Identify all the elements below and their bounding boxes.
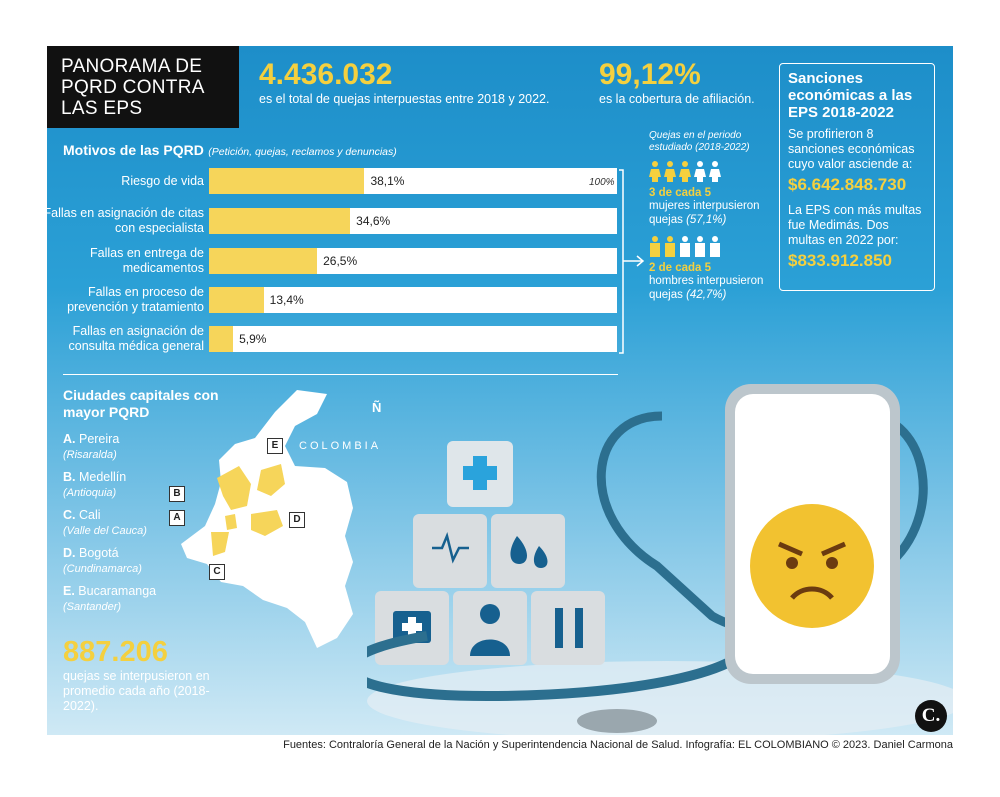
sanctions-value-2: $833.912.850: [788, 251, 892, 270]
bar-row: Fallas en entrega de medicamentos 26,5%: [47, 246, 622, 275]
bar-chart: Riesgo de vida 38,1% Fallas en asignación …: [47, 168, 637, 363]
city-dept: (Risaralda): [63, 449, 117, 461]
map-tag-d: D: [289, 512, 305, 528]
region-cundinamarca: [251, 510, 283, 536]
bar-track: 13,4%: [209, 287, 617, 313]
infographic-panel: PANORAMA DE PQRD CONTRA LAS EPS 4.436.03…: [47, 46, 953, 735]
men-icons: [650, 236, 720, 257]
women-text: mujeres interpusieron quejas: [649, 200, 760, 226]
medical-illustration: [367, 384, 953, 735]
bar-track: 34,6%: [209, 208, 617, 234]
publisher-logo: C.: [915, 700, 947, 732]
bar: [209, 248, 318, 274]
bar-row: Fallas en asignación de consulta médica …: [47, 324, 622, 353]
region-antioquia: [217, 466, 251, 510]
total-value: 4.436.032: [259, 58, 393, 91]
chart-heading: Motivos de las PQRD: [63, 142, 204, 158]
coverage-stat: 99,12% es la cobertura de afiliación.: [599, 58, 779, 106]
bar-value-label: 5,9%: [239, 332, 267, 346]
bar: [209, 287, 264, 313]
city-item: C. Cali (Valle del Cauca): [63, 508, 213, 539]
city-name: Medellín: [78, 470, 127, 484]
city-item: A. Pereira (Risaralda): [63, 432, 213, 463]
cities-heading: Ciudades capitales con mayor PQRD: [63, 387, 219, 420]
city-dept: (Santander): [63, 601, 122, 613]
city-letter: B.: [63, 470, 76, 484]
sanctions-text-1: Se profirieron 8 sanciones económicas cu…: [788, 127, 915, 171]
map-tag-b: B: [169, 486, 185, 502]
colombia-map: [181, 390, 353, 648]
city-name: Bucaramanga: [78, 584, 157, 598]
map-tag-c: C: [209, 564, 225, 580]
men-ratio: 2 de cada 5: [649, 262, 712, 274]
bar-value-label: 38,1%: [370, 174, 405, 188]
bar-label: Fallas en asignación de citas con especi…: [47, 206, 204, 235]
bar-value-label: 26,5%: [323, 254, 358, 268]
bar-track: 38,1%: [209, 168, 617, 194]
bar-label: Riesgo de vida: [121, 174, 204, 188]
women-ratio: 3 de cada 5: [649, 187, 712, 199]
women-pct: (57,1%): [686, 214, 727, 226]
sanctions-value-1: $6.642.848.730: [788, 175, 907, 194]
city-dept: (Antioquia): [63, 487, 117, 499]
bar-row: Fallas en asignación de citas con especi…: [47, 206, 622, 235]
bar: [209, 208, 351, 234]
city-letter: A.: [63, 432, 76, 446]
north-marker: Ñ: [372, 400, 382, 415]
city-name: Cali: [78, 508, 101, 522]
bar-label: Fallas en entrega de medicamentos: [90, 246, 204, 275]
gender-section: Quejas en el periodo estudiado (2018-202…: [649, 130, 774, 302]
coverage-text: es la cobertura de afiliación.: [599, 92, 755, 106]
men-text: hombres interpusieron quejas: [649, 275, 764, 301]
map-tag-e: E: [267, 438, 283, 454]
bar: [209, 168, 365, 194]
title-text: PANORAMA DE PQRD CONTRA LAS EPS: [61, 56, 204, 119]
footer-credits: Fuentes: Contraloría General de la Nació…: [283, 739, 953, 751]
bar-track: 26,5%: [209, 248, 617, 274]
sanctions-heading: Sanciones económicas a las EPS 2018-2022: [788, 70, 913, 121]
map-label: COLOMBIA: [299, 440, 382, 452]
bar-value-label: 13,4%: [269, 293, 304, 307]
bar-row: Riesgo de vida 38,1%: [47, 168, 622, 194]
average-text: quejas se interpusieron en promedio cada…: [63, 669, 210, 713]
gender-heading: Quejas en el periodo estudiado (2018-202…: [649, 130, 750, 153]
city-name: Bogotá: [78, 546, 119, 560]
region-risaralda: [225, 514, 237, 530]
bar-track: 5,9%: [209, 326, 617, 352]
city-letter: C.: [63, 508, 76, 522]
bar: [209, 326, 234, 352]
city-item: B. Medellín (Antioquia): [63, 470, 213, 501]
bar-label: Fallas en asignación de consulta médica …: [68, 324, 205, 353]
bar-label: Fallas en proceso de prevención y tratam…: [67, 285, 204, 314]
city-name: Pereira: [78, 432, 120, 446]
sanctions-text-2: La EPS con más multas fue Medimás. Dos m…: [788, 203, 922, 247]
bar-row: Fallas en proceso de prevención y tratam…: [47, 285, 622, 314]
chart-header: Motivos de las PQRD (Petición, quejas, r…: [63, 142, 663, 160]
bracket-line: [619, 169, 645, 354]
coverage-value: 99,12%: [599, 58, 701, 91]
chart-max-label: 100%: [589, 177, 615, 188]
city-dept: (Cundinamarca): [63, 563, 142, 575]
total-stat: 4.436.032 es el total de quejas interpue…: [259, 58, 579, 106]
city-letter: D.: [63, 546, 76, 560]
region-valle: [211, 532, 229, 556]
women-icons: [649, 161, 721, 182]
city-item: E. Bucaramanga (Santander): [63, 584, 213, 615]
chart-subheading: (Petición, quejas, reclamos y denuncias): [208, 146, 397, 158]
men-pct: (42,7%): [686, 289, 727, 301]
average-stat: 887.206 quejas se interpusieron en prome…: [63, 636, 213, 714]
map-tag-a: A: [169, 510, 185, 526]
page-title: PANORAMA DE PQRD CONTRA LAS EPS: [47, 46, 239, 128]
sanctions-box: Sanciones económicas a las EPS 2018-2022…: [779, 63, 935, 291]
total-text: es el total de quejas interpuestas entre…: [259, 92, 550, 106]
city-letter: E.: [63, 584, 75, 598]
city-dept: (Valle del Cauca): [63, 525, 147, 537]
average-value: 887.206: [63, 636, 168, 668]
region-santander: [257, 464, 285, 496]
cities-list: A. Pereira (Risaralda) B. Medellín (Antioqu…: [63, 432, 213, 622]
section-divider: [63, 374, 618, 375]
city-item: D. Bogotá (Cundinamarca): [63, 546, 213, 577]
bar-value-label: 34,6%: [356, 214, 391, 228]
